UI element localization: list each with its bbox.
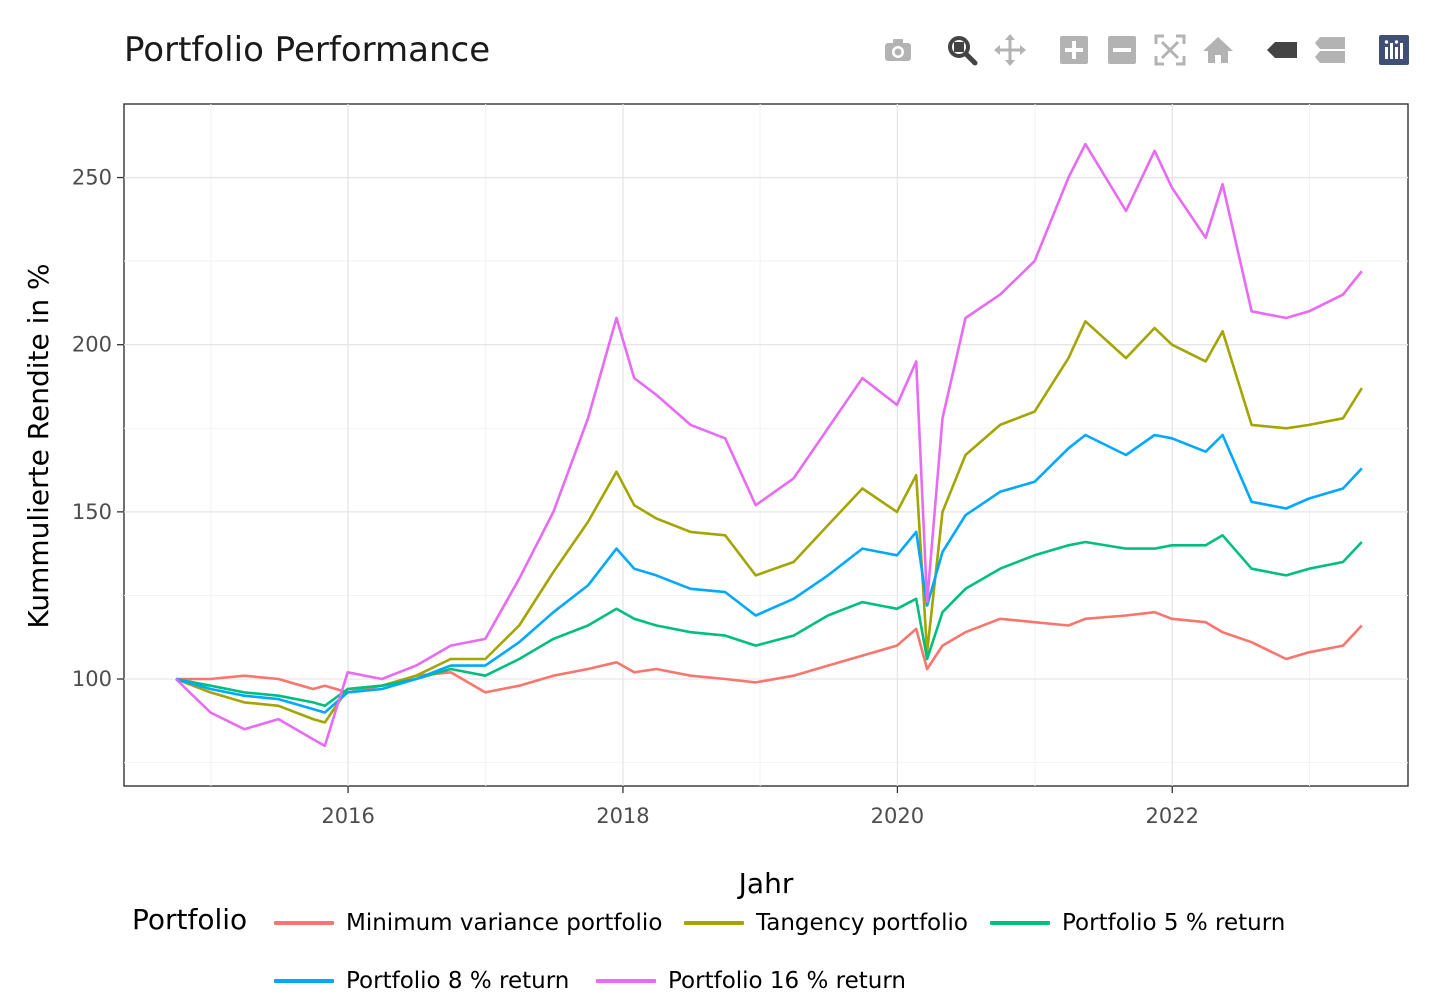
y-tick-label: 250 bbox=[72, 166, 112, 190]
legend-swatch bbox=[596, 979, 656, 983]
autoscale-icon[interactable] bbox=[1150, 30, 1190, 70]
series-line-5[interactable] bbox=[174, 142, 1363, 748]
series-line-4[interactable] bbox=[175, 433, 1363, 714]
camera-icon[interactable] bbox=[878, 30, 918, 70]
legend-item-portfolio-8[interactable]: Portfolio 8 % return bbox=[274, 961, 569, 1001]
legend-swatch bbox=[274, 979, 334, 983]
legend-item-minimum-variance[interactable]: Minimum variance portfolio bbox=[274, 903, 662, 943]
y-tick-label: 200 bbox=[72, 333, 112, 357]
legend-swatch bbox=[990, 921, 1050, 925]
legend-swatch bbox=[684, 921, 744, 925]
pan-icon[interactable] bbox=[990, 30, 1030, 70]
legend: Portfolio Minimum variance portfolio Tan… bbox=[0, 895, 1432, 1008]
chart-plot[interactable]: 100 150 200 250 2016 2018 2020 2022 Jahr Kummu… bbox=[0, 0, 1432, 900]
zoom-out-icon[interactable] bbox=[1102, 30, 1142, 70]
y-tick-label: 100 bbox=[72, 667, 112, 691]
hover-closest-icon[interactable] bbox=[1262, 30, 1302, 70]
series-lines bbox=[174, 142, 1363, 748]
home-icon[interactable] bbox=[1198, 30, 1238, 70]
legend-label: Portfolio 16 % return bbox=[668, 968, 906, 994]
legend-label: Portfolio 5 % return bbox=[1062, 910, 1286, 936]
legend-item-tangency[interactable]: Tangency portfolio bbox=[684, 903, 968, 943]
legend-label: Minimum variance portfolio bbox=[346, 910, 663, 936]
x-axis: 2016 2018 2020 2022 bbox=[321, 786, 1199, 828]
gridlines bbox=[124, 104, 1408, 786]
x-tick-label: 2022 bbox=[1146, 804, 1199, 828]
plotly-logo-icon[interactable] bbox=[1374, 30, 1414, 70]
legend-label: Tangency portfolio bbox=[756, 910, 968, 936]
y-axis-title: Kummulierte Rendite in % bbox=[22, 263, 55, 628]
legend-item-portfolio-16[interactable]: Portfolio 16 % return bbox=[596, 961, 906, 1001]
series-line-3[interactable] bbox=[175, 533, 1363, 708]
x-tick-label: 2018 bbox=[596, 804, 649, 828]
legend-item-portfolio-5[interactable]: Portfolio 5 % return bbox=[990, 903, 1285, 943]
chart-title: Portfolio Performance bbox=[124, 30, 491, 70]
legend-title: Portfolio bbox=[132, 903, 248, 936]
y-axis: 100 150 200 250 bbox=[72, 166, 124, 691]
zoom-in-icon[interactable] bbox=[1054, 30, 1094, 70]
x-axis-title: Jahr bbox=[737, 867, 794, 900]
legend-swatch bbox=[274, 921, 334, 925]
x-tick-label: 2020 bbox=[871, 804, 924, 828]
y-tick-label: 150 bbox=[72, 500, 112, 524]
legend-label: Portfolio 8 % return bbox=[346, 968, 570, 994]
modebar bbox=[874, 30, 1414, 70]
x-tick-label: 2016 bbox=[321, 804, 374, 828]
zoom-icon[interactable] bbox=[942, 30, 982, 70]
hover-compare-icon[interactable] bbox=[1310, 30, 1350, 70]
plot-panel bbox=[123, 103, 1409, 787]
